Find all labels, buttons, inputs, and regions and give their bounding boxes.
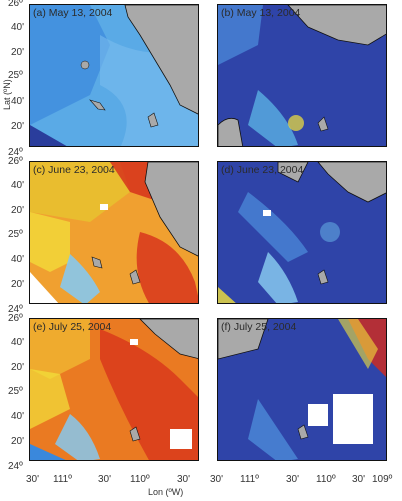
fluorescence-map-d [218, 162, 386, 303]
xtick-l-3: 30' [98, 474, 112, 485]
ytick-9: 40' [11, 254, 25, 265]
map-panel-e: (e) July 25, 2004 [29, 318, 199, 461]
map-panel-a: (a) May 13, 2004 [29, 4, 199, 147]
ytick-10: 20' [11, 279, 25, 290]
ytick-2: 20' [11, 47, 25, 58]
ytick-4: 40' [11, 96, 25, 107]
xtick-l-4: 110º [130, 474, 150, 485]
ytick-1: 40' [11, 22, 25, 33]
ytick-11: 40' [11, 337, 25, 348]
chlorophyll-map-c [30, 162, 198, 303]
chlorophyll-map-e [30, 319, 198, 460]
xtick-r-1: 30' [210, 474, 224, 485]
map-panel-f: (f) July 25, 2004 [217, 318, 387, 461]
ytick-bottom-3: 24º [8, 461, 23, 472]
xtick-r-3: 30' [286, 474, 300, 485]
xtick-l-2: 111º [53, 474, 72, 485]
panel-b-label: (b) May 13, 2004 [221, 7, 301, 19]
map-panel-b: (b) May 13, 2004 [217, 4, 387, 147]
ytick-bottom-2: 24º [8, 304, 23, 315]
ytick-15: 20' [11, 436, 25, 447]
map-panel-d: (d) June 23, 2004 [217, 161, 387, 304]
xtick-l-1: 30' [26, 474, 40, 485]
ytick-5: 20' [11, 121, 25, 132]
ytick-13: 25º [8, 386, 23, 397]
panel-a-label: (a) May 13, 2004 [33, 7, 113, 19]
ytick-12: 20' [11, 362, 25, 373]
ytick-8: 25º [8, 229, 23, 240]
panel-d-label: (d) June 23, 2004 [221, 164, 304, 176]
ytick-top-3: 26º [8, 313, 23, 324]
xtick-r-6: 109º [372, 474, 393, 485]
panel-f-label: (f) July 25, 2004 [221, 321, 297, 333]
xtick-l-5: 30' [177, 474, 191, 485]
xtick-r-2: 111º [240, 474, 259, 485]
x-axis-label: Lon (ºW) [148, 487, 184, 497]
fluorescence-map-b [218, 5, 386, 146]
fluorescence-map-f [218, 319, 386, 460]
ytick-3: 25º [8, 70, 23, 81]
chlorophyll-map-a [30, 5, 198, 146]
xtick-r-4: 110º [316, 474, 336, 485]
ytick-7: 20' [11, 205, 25, 216]
ytick-top-2: 26º [8, 156, 23, 167]
y-axis-label: Lat (ºN) [2, 79, 12, 110]
panel-e-label: (e) July 25, 2004 [33, 321, 112, 333]
ytick-6: 40' [11, 180, 25, 191]
panel-c-label: (c) June 23, 2004 [33, 164, 115, 176]
ytick-14: 40' [11, 411, 25, 422]
ytick-top: 26º [8, 0, 23, 9]
ytick-bottom: 24º [8, 147, 23, 158]
xtick-r-5: 30' [352, 474, 366, 485]
map-panel-c: (c) June 23, 2004 [29, 161, 199, 304]
